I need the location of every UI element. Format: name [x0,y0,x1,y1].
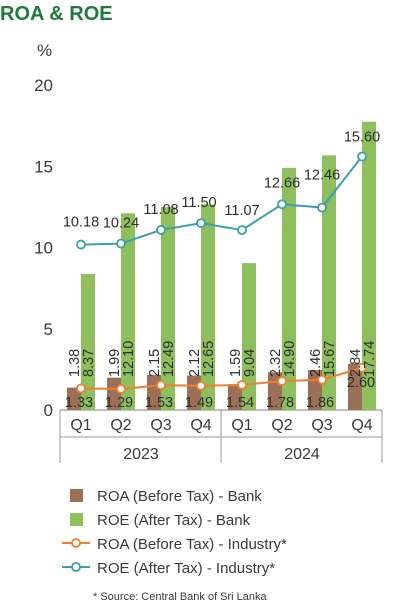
legend-swatch [70,513,83,526]
roa-industry-value-label: 1.78 [266,395,294,411]
year-label: 2024 [284,446,320,463]
x-tick-label: Q2 [271,417,292,434]
roa-bank-value-label: 2.12 [187,349,203,377]
y-tick-label: 15 [34,157,53,176]
roa-industry-point [357,362,367,373]
legend-swatch [70,489,83,502]
x-tick-label: Q4 [351,417,372,434]
roa-industry-value-label: 1.49 [185,395,213,411]
roa-industry-point [317,374,327,385]
legend-label: ROA (Before Tax) - Industry* [97,536,287,553]
roe-bank-bar [121,213,135,410]
roa-industry-value-label: 1.33 [65,395,93,411]
roa-industry-point [196,380,206,391]
y-tick-label: 10 [34,239,53,258]
roe-bank-value-label: 8.37 [81,349,97,377]
roa-bank-value-label: 2.46 [308,349,324,377]
roe-bank-bar [201,204,215,410]
x-tick-label: Q1 [231,417,252,434]
roe-bank-bar [81,273,95,410]
roa-industry-value-label: 1.54 [226,395,254,411]
x-tick-label: Q3 [150,417,171,434]
roe-bank-value-label: 9.04 [242,349,258,377]
chart-title: ROA & ROE [0,3,113,25]
source-footnote: * Source: Central Bank of Sri Lanka [93,591,268,603]
roa-bank-bar [228,384,242,410]
roa-industry-line [80,366,363,391]
roe-bank-bar [322,155,336,410]
roa-bank-value-label: 1.59 [228,349,244,377]
year-label: 2023 [123,446,159,463]
roe-industry-value-label: 12.66 [264,175,300,191]
x-tick-label: Q2 [110,417,131,434]
roa-industry-point [237,380,247,390]
roa-bank-value-label: 1.99 [107,349,123,377]
legend-label: ROE (After Tax) - Bank [97,512,251,529]
legend-label: ROA (Before Tax) - Bank [97,488,262,505]
y-tick-label: 20 [34,76,53,95]
roe-industry-point [196,218,206,229]
roe-bank-bar [161,207,175,410]
roa-bank-value-label: 2.32 [268,349,284,377]
roe-industry-point [156,225,166,235]
roe-industry-point [357,151,367,162]
roe-bank-value-label: 12.10 [121,341,137,377]
roe-industry-value-label: 11.07 [224,203,259,219]
roa-industry-value-label: 2.60 [347,375,375,391]
roa-industry-point [277,376,287,386]
roe-industry-value-label: 10.24 [103,216,139,232]
roa-bank-bar [67,387,81,410]
roe-industry-value-label: 12.46 [304,168,340,184]
roa-industry-value-label: 1.86 [306,395,334,411]
roe-bank-value-label: 17.74 [362,341,378,377]
roe-industry-point [317,202,327,213]
roa-bank-value-label: 2.15 [147,349,163,377]
legend-swatch-marker [71,562,81,572]
roe-bank-bar [242,263,256,410]
roe-bank-value-label: 12.65 [201,341,217,377]
roe-industry-value-label: 11.50 [181,195,216,211]
roa-industry-value-label: 1.29 [105,395,133,411]
roa-industry-point [156,380,166,391]
roe-bank-value-label: 12.49 [161,341,177,377]
x-tick-label: Q4 [190,417,211,434]
roa-bank-value-label: 2.84 [348,349,364,377]
roe-bank-bar [282,167,296,410]
y-tick-label: 5 [44,320,53,339]
roe-industry-point [277,199,287,210]
roe-industry-point [237,225,247,236]
roe-industry-value-label: 11.08 [143,202,178,218]
roe-industry-line [80,155,363,246]
roa-bank-bar [348,363,362,410]
roe-bank-value-label: 15.67 [322,341,338,377]
roa-industry-value-label: 1.53 [145,395,173,411]
legend-label: ROE (After Tax) - Industry* [97,560,275,577]
y-axis-unit: % [37,41,52,60]
legend-swatch-marker [71,538,81,548]
roa-industry-point [116,384,126,394]
roe-industry-point [76,239,86,250]
y-tick-label: 0 [44,401,53,420]
x-tick-label: Q1 [70,417,91,434]
x-tick-label: Q3 [311,417,332,434]
roe-bank-bar [362,121,376,410]
roa-bank-value-label: 1.38 [67,349,83,377]
roe-bank-value-label: 14.90 [282,341,298,377]
roe-industry-value-label: 15.60 [344,130,380,146]
roe-industry-point [116,238,126,249]
roe-industry-value-label: 10.18 [63,215,99,231]
roa-industry-point [76,383,86,394]
